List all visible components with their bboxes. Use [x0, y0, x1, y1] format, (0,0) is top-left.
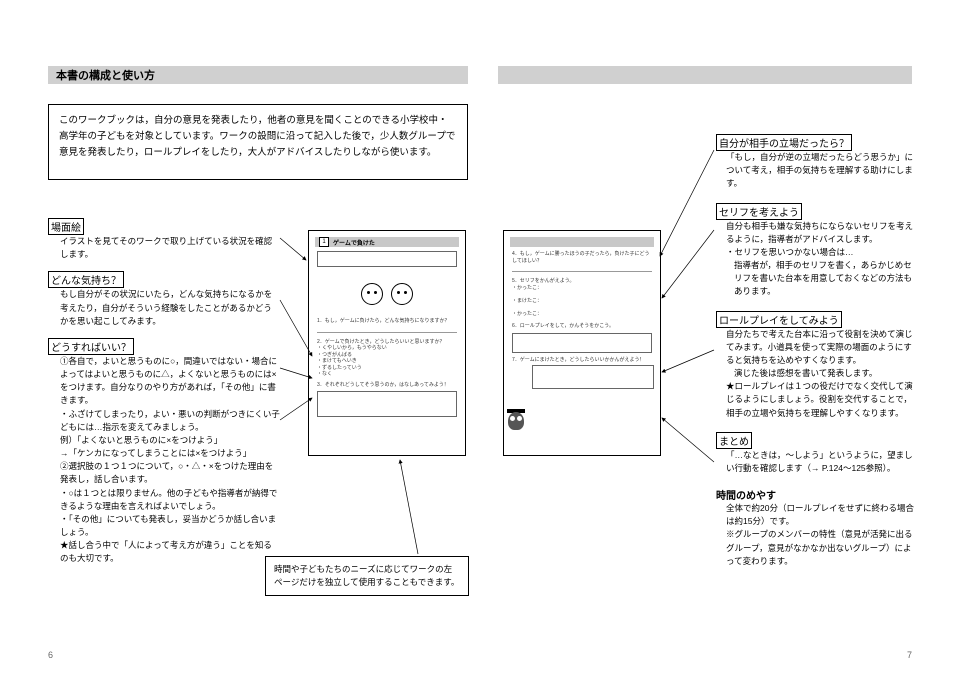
ws1-num-icon: 1 [319, 237, 329, 247]
roleplay-block: ロールプレイをしてみよう 自分たちで考えた台本に沿って役割を決めて演じてみます。… [716, 311, 916, 420]
feel-block: どんな気持ち？ もし自分がその状況にいたら，どんな気持ちになるかを考えたり，自分… [48, 271, 280, 328]
ws2-q6: 6．ロールプレイをして，かんそうをかこう。 [504, 323, 660, 330]
ws1-line [317, 327, 457, 333]
howto-ex2: →「ケンカになってしまうことには×をつけよう」 [48, 447, 280, 460]
ws1-answer-box [317, 391, 457, 417]
howto-star: ★話し合う中で「人によって考え方が違う」ことを知るのも大切です。 [48, 539, 280, 565]
time-text: 全体で約20分（ロールプレイをせずに終わる場合は約15分）です。 [716, 502, 916, 528]
ws1-illustration [309, 270, 465, 318]
note-box: 時間や子どもたちのニーズに応じてワークの左ページだけを独立して使用することもでき… [265, 556, 469, 596]
page-title-bar: 本書の構成と使い方 [48, 66, 468, 84]
ws2-box2 [532, 365, 654, 389]
line-b1: ・セリフを思いつかない場合は… [716, 246, 916, 259]
howto-b3: ・「その他」についても発表し，妥当かどうか話し合いましょう。 [48, 513, 280, 539]
howto-ex1: 例）「よくないと思うものに×をつけよう」 [48, 434, 280, 447]
child-face-icon [361, 283, 383, 305]
time-note: ※グループのメンバーの特性（意見が活発に出るグループ，意見がなかなか出ないグルー… [716, 528, 916, 568]
howto-1: ①各自で，よいと思うものに○，間違いではない・場合によってはよいと思うものに△，… [48, 355, 280, 408]
ws1-q3: 3．それぞれどうしてそう思うのか，はなしあってみよう！ [309, 382, 465, 389]
opp-text: 「もし，自分が逆の立場だったらどう思うか」について考え，相手の気持ちを理解する助… [716, 151, 916, 191]
right-title-band [498, 66, 912, 84]
opponent-block: 自分が相手の立場だったら？ 「もし，自分が逆の立場だったらどう思うか」について考… [716, 134, 916, 191]
right-explanations: 自分が相手の立場だったら？ 「もし，自分が逆の立場だったらどう思うか」について考… [716, 134, 916, 580]
scene-label: 場面絵 [48, 218, 84, 235]
summary-block: まとめ 「…なときは，～しよう」というように，望ましい行動を確認します（→ P.… [716, 432, 916, 475]
ws2-line [512, 266, 652, 272]
rp-label: ロールプレイをしてみよう [716, 311, 842, 328]
howto-label: どうすればいい？ [48, 338, 134, 355]
howto-2: ②選択肢の１つ１つについて，○・△・×をつけた理由を発表し，話し合います。 [48, 460, 280, 486]
line-b1t: 指導者が，相手のセリフを書く，あらかじめセリフを書いた台本を用意しておくなどの方… [716, 259, 916, 299]
ws1-opt: ・くやしいから，もうやらない・つぎがんばる・まけてもへいき・ずるしたっていう・な… [309, 345, 465, 378]
ws1-speech-box [317, 251, 457, 267]
scene-block: 場面絵 イラストを見てそのワークで取り上げている状況を確認します。 [48, 218, 280, 261]
ws1-title-band: 1 ゲームで負けた [315, 237, 459, 247]
page-number-right: 7 [907, 650, 912, 660]
rp-star: ★ロールプレイは１つの役だけでなく交代して演じるようにしましょう。役割を交代する… [716, 380, 916, 420]
feel-label: どんな気持ち？ [48, 271, 124, 288]
sum-text: 「…なときは，～しよう」というように，望ましい行動を確認します（→ P.124～… [716, 449, 916, 475]
page-title: 本書の構成と使い方 [56, 67, 155, 83]
howto-b2: ・○は１つとは限りません。他の子どもや指導者が納得できるような理由を言えればよい… [48, 487, 280, 513]
left-page: 本書の構成と使い方 このワークブックは，自分の意見を発表したり，他者の意見を聞く… [0, 0, 480, 680]
page-number-left: 6 [48, 650, 53, 660]
ws1-title: ゲームで負けた [333, 238, 375, 247]
rp-text2: 演じた後は感想を書いて発表します。 [716, 367, 916, 380]
child-face-icon [391, 283, 413, 305]
ws1-q1: 1．もし，ゲームに負けたら，どんな気持ちになりますか？ [309, 318, 465, 325]
ws2-roles: ・かったこ：・まけたこ：・かったこ： [504, 285, 660, 318]
worksheet-left-thumb: 1 ゲームで負けた 1．もし，ゲームに負けたら，どんな気持ちになりますか？ 2．… [308, 230, 466, 456]
note-text: 時間や子どもたちのニーズに応じてワークの左ページだけを独立して使用することもでき… [274, 564, 459, 587]
line-text: 自分も相手も嫌な気持ちにならないセリフを考えるように，指導者がアドバイスします。 [716, 220, 916, 246]
ws2-box1 [512, 333, 652, 353]
line-block: セリフを考えよう 自分も相手も嫌な気持ちにならないセリフを考えるように，指導者が… [716, 203, 916, 299]
howto-block: どうすればいい？ ①各自で，よいと思うものに○，間違いではない・場合によってはよ… [48, 338, 280, 566]
scene-text: イラストを見てそのワークで取り上げている状況を確認します。 [48, 235, 280, 261]
howto-b1: ・ふざけてしまったり，よい・悪いの判断がつきにくい子どもには…指示を変えてみまし… [48, 408, 280, 434]
time-label: 時間のめやす [716, 491, 776, 502]
owl-icon [508, 412, 528, 436]
time-block: 時間のめやす 全体で約20分（ロールプレイをせずに終わる場合は約15分）です。 … [716, 487, 916, 568]
intro-text: このワークブックは，自分の意見を発表したり，他者の意見を聞くことのできる小学校中… [59, 115, 455, 158]
ws2-q7: 7．ゲームにまけたとき，どうしたらいいかかんがえよう！ [504, 357, 660, 364]
ws2-q4: 4．もし，ゲームに勝ったほうの子だったら，負けた子にどうしてほしい？ [504, 251, 660, 264]
left-explanations: 場面絵 イラストを見てそのワークで取り上げている状況を確認します。 どんな気持ち… [48, 218, 280, 576]
sum-label: まとめ [716, 432, 752, 449]
line-label: セリフを考えよう [716, 203, 802, 220]
feel-text: もし自分がその状況にいたら，どんな気持ちになるかを考えたり，自分がそういう経験を… [48, 288, 280, 328]
opp-label: 自分が相手の立場だったら？ [716, 134, 852, 151]
rp-text: 自分たちで考えた台本に沿って役割を決めて演じてみます。小道具を使って実際の場面の… [716, 328, 916, 368]
ws2-band [510, 237, 654, 247]
intro-box: このワークブックは，自分の意見を発表したり，他者の意見を聞くことのできる小学校中… [48, 104, 468, 180]
